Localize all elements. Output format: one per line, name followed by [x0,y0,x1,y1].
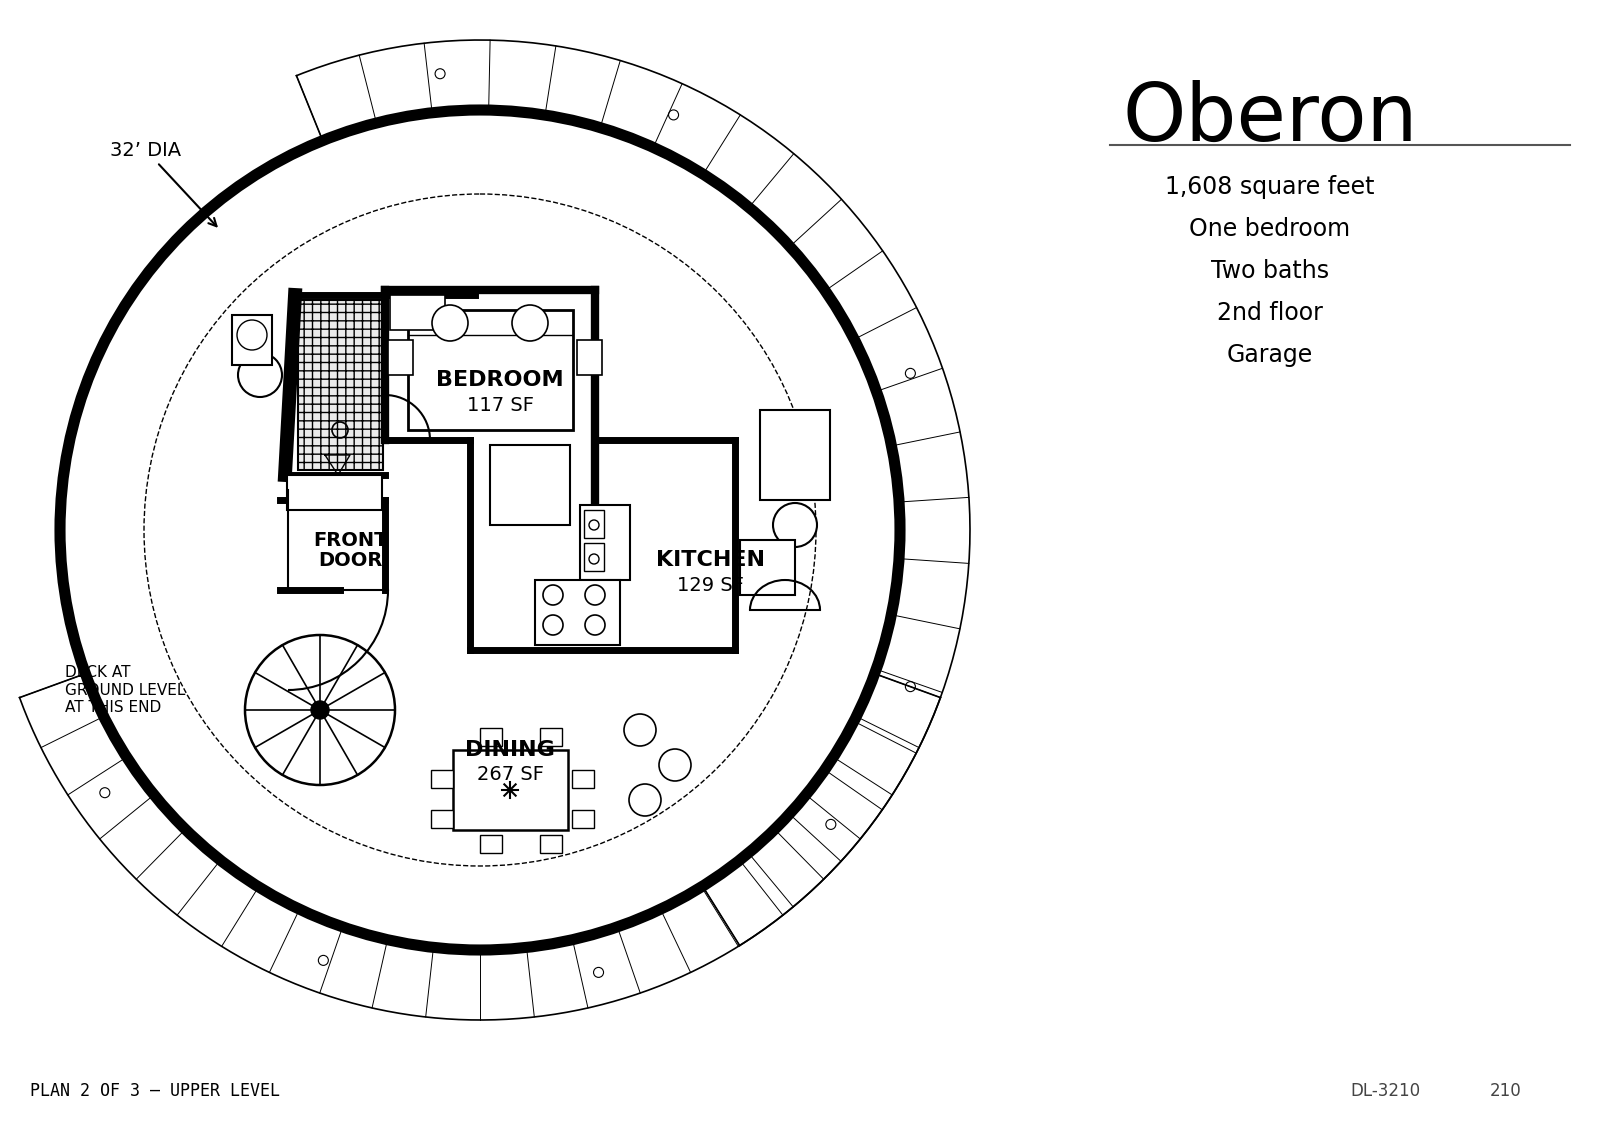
Text: 117 SF: 117 SF [467,395,533,415]
Bar [741,540,795,595]
Text: Garage: Garage [1227,343,1314,367]
Text: PLAN 2 OF 3 – UPPER LEVEL: PLAN 2 OF 3 – UPPER LEVEL [30,1081,280,1100]
Text: Two baths: Two baths [1211,259,1330,283]
Text: KITCHEN: KITCHEN [656,550,765,570]
Bar [760,410,830,500]
Bar [480,835,502,853]
Bar [573,810,594,828]
Circle shape [512,304,549,341]
Text: FRONT: FRONT [312,531,387,550]
Bar [286,475,382,510]
Text: 32’ DIA: 32’ DIA [110,141,216,226]
Bar [584,510,605,538]
Text: 267 SF: 267 SF [477,766,544,785]
Text: 210: 210 [1490,1081,1522,1100]
Bar [541,728,562,746]
Bar [578,340,602,375]
Bar [581,506,630,580]
Bar [490,445,570,525]
Text: DINING: DINING [466,740,555,760]
Circle shape [773,503,818,548]
Text: DECK AT
GROUND LEVEL
AT THIS END: DECK AT GROUND LEVEL AT THIS END [66,665,186,715]
Text: BEDROOM: BEDROOM [437,370,563,390]
Text: DOOR: DOOR [318,551,382,569]
Bar [430,770,453,788]
Text: 129 SF: 129 SF [677,576,744,594]
Text: 1,608 square feet: 1,608 square feet [1165,175,1374,199]
Circle shape [629,784,661,816]
Bar [390,295,445,329]
Circle shape [659,749,691,782]
Bar [232,315,272,365]
Circle shape [310,701,330,719]
Text: 2nd floor: 2nd floor [1218,301,1323,325]
Bar [430,810,453,828]
Circle shape [245,635,395,785]
Bar [389,340,413,375]
Bar [573,770,594,788]
Circle shape [432,304,469,341]
Bar [541,835,562,853]
Bar [584,543,605,571]
Circle shape [238,353,282,396]
Bar [453,750,568,830]
Bar [408,310,573,431]
Text: Oberon: Oberon [1122,80,1418,158]
Bar [298,300,382,470]
Text: One bedroom: One bedroom [1189,217,1350,241]
Text: DL-3210: DL-3210 [1350,1081,1421,1100]
Circle shape [624,715,656,746]
Bar [480,728,502,746]
Bar [534,580,621,645]
